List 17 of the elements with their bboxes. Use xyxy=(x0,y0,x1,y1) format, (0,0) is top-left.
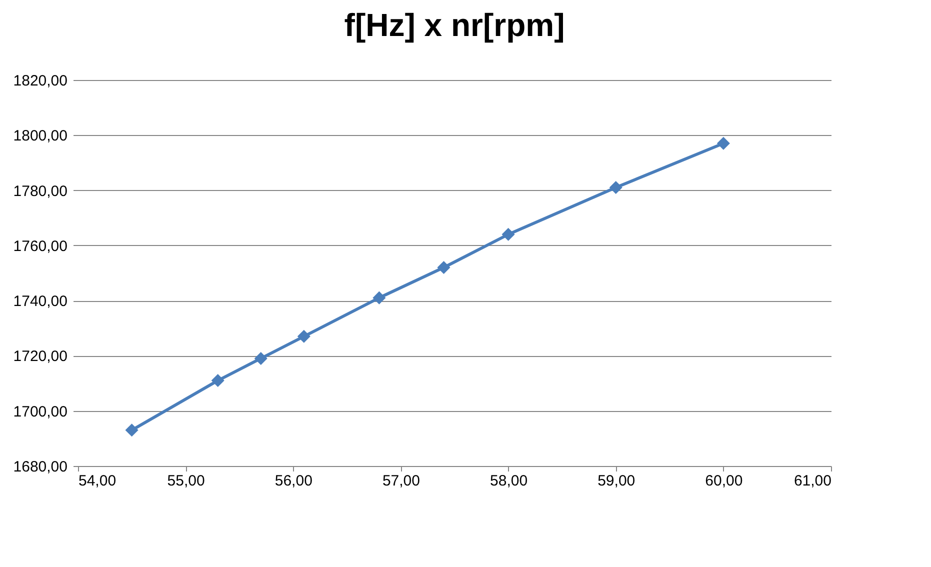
y-tick-label: 1800,00 xyxy=(13,128,68,145)
y-tick-label: 1680,00 xyxy=(13,458,68,476)
x-tick-label: 54,00 xyxy=(78,472,116,490)
y-tick-label: 1740,00 xyxy=(13,293,68,310)
x-tick-label: 61,00 xyxy=(794,472,832,490)
x-tick-label: 59,00 xyxy=(598,472,636,490)
x-tick-label: 57,00 xyxy=(382,472,420,490)
x-tick-label: 60,00 xyxy=(705,472,743,490)
y-tick-label: 1720,00 xyxy=(13,348,68,366)
x-tick-label: 58,00 xyxy=(490,472,528,490)
y-tick-label: 1760,00 xyxy=(13,238,68,255)
x-tick-label: 56,00 xyxy=(274,472,312,490)
y-tick-label: 1700,00 xyxy=(13,403,68,420)
y-tick-label: 1780,00 xyxy=(13,182,68,200)
chart-title: f[Hz] x nr[rpm] xyxy=(344,7,565,43)
y-tick-label: 1820,00 xyxy=(13,72,68,90)
x-tick-label: 55,00 xyxy=(167,472,205,490)
